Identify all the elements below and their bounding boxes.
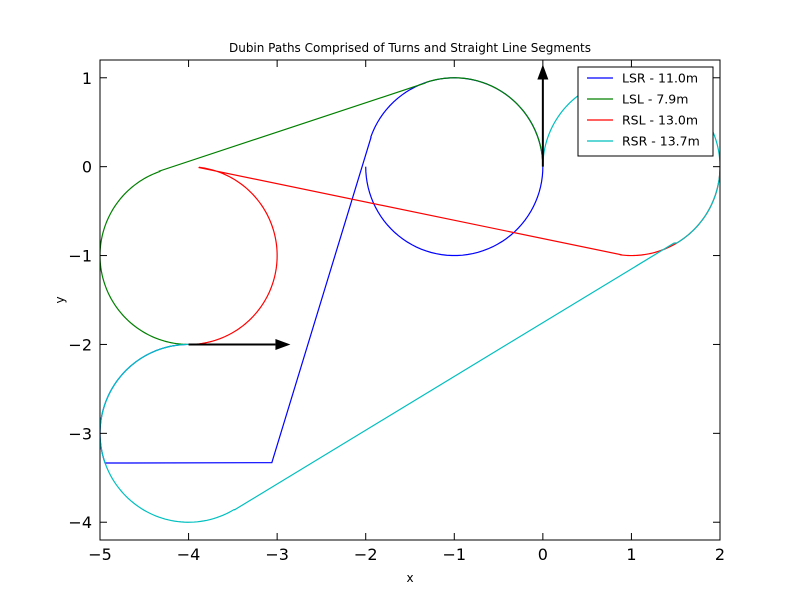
x-tick-label: −5 (88, 545, 112, 564)
legend-label-4: RSR - 13.7m (622, 134, 700, 149)
y-tick-label: 0 (82, 158, 92, 177)
legend-box (577, 66, 714, 157)
x-tick-label: −2 (354, 545, 378, 564)
y-axis-label: y (53, 296, 67, 303)
series-line-2 (100, 77, 544, 346)
x-tick-label: 0 (538, 545, 548, 564)
y-tick-label: −1 (68, 247, 92, 266)
x-tick-label: −3 (265, 545, 289, 564)
direction-arrow-2-head (537, 64, 549, 80)
x-tick-label: −1 (442, 545, 466, 564)
tick-layer: −5 −4 −3 −2 −1 0 1 2 1 0 −1 −2 −3 −4 (68, 60, 725, 564)
legend-label-1: LSR - 11.0m (622, 71, 698, 86)
y-tick-label: −2 (68, 335, 92, 354)
y-tick-label: −3 (68, 424, 92, 443)
x-axis-label: x (406, 571, 413, 585)
y-tick-label: 1 (82, 69, 92, 88)
x-tick-label: −4 (177, 545, 201, 564)
legend-label-3: RSL - 13.0m (622, 113, 698, 128)
chart-title: Dubin Paths Comprised of Turns and Strai… (229, 41, 591, 55)
arrow-layer (188, 64, 549, 350)
plot-frame (99, 59, 721, 541)
x-tick-label: 1 (626, 545, 636, 564)
legend-label-2: LSL - 7.9m (622, 92, 688, 107)
legend: LSR - 11.0m LSL - 7.9m RSL - 13.0m RSR - 13… (577, 66, 714, 157)
y-tick-label: −4 (68, 513, 92, 532)
direction-arrow-1-head (275, 338, 291, 350)
x-tick-label: 2 (715, 545, 725, 564)
